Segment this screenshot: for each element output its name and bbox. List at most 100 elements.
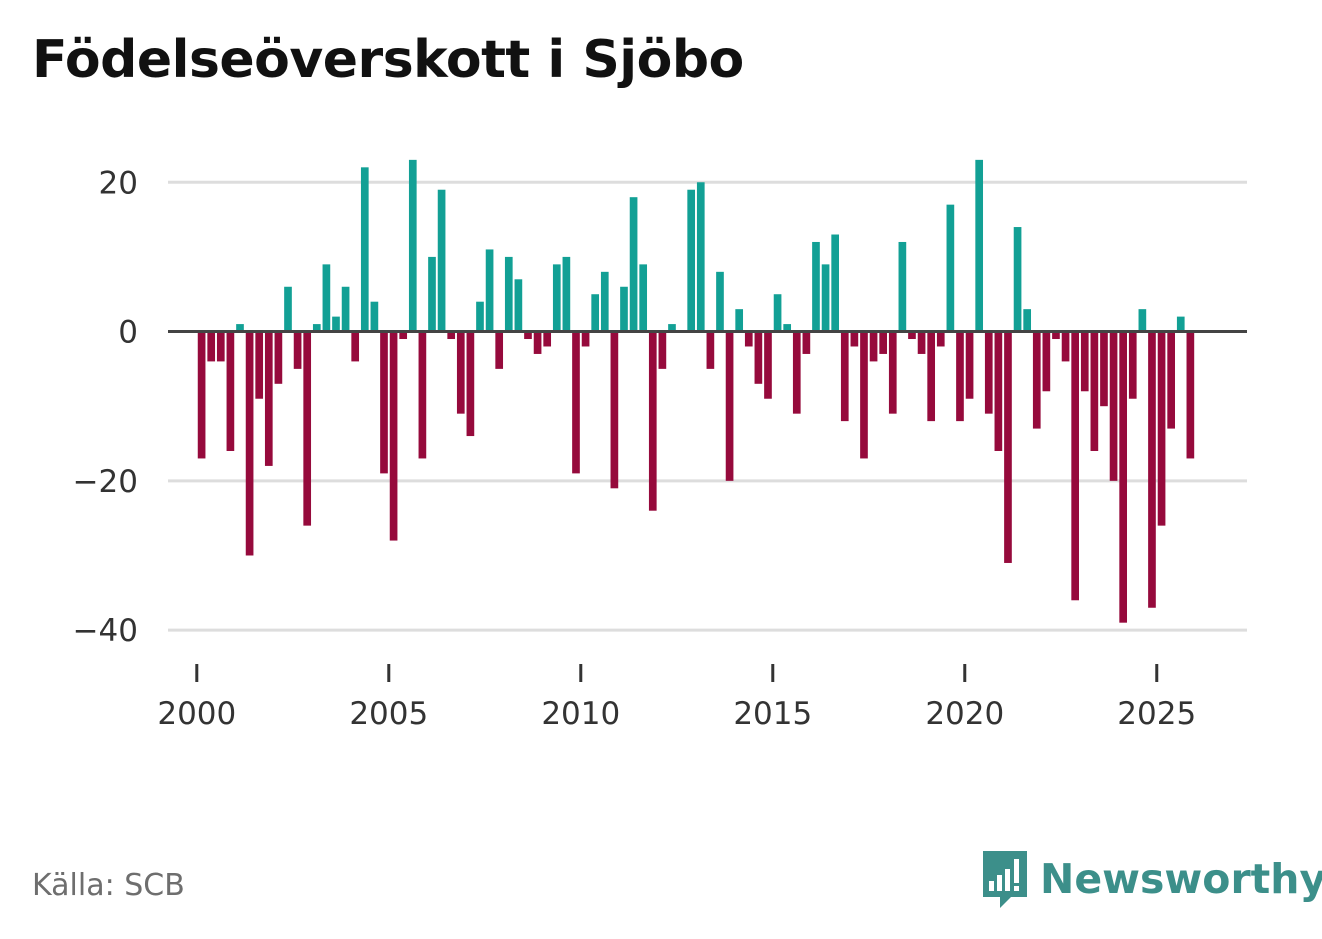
- axes: 20 0 −20 −40 2000 2005 2010 2015 2020 2025: [73, 165, 1247, 732]
- bar: [898, 241, 907, 332]
- bar: [226, 331, 235, 451]
- x-tick-label: 2010: [541, 696, 620, 732]
- bar: [812, 241, 820, 332]
- bar: [274, 331, 283, 384]
- bar: [533, 331, 542, 354]
- bar: [1032, 331, 1041, 429]
- bar: [581, 331, 590, 347]
- bar: [322, 264, 331, 332]
- bar: [408, 159, 417, 332]
- bar: [284, 286, 292, 332]
- bar: [1061, 331, 1070, 362]
- x-tick-label: 2005: [349, 696, 428, 732]
- bar: [936, 331, 945, 347]
- bar: [744, 331, 753, 347]
- bar: [207, 331, 216, 362]
- bar: [696, 182, 705, 332]
- bar: [668, 324, 676, 332]
- bar: [802, 331, 811, 354]
- bar: [1100, 331, 1108, 407]
- bar-series: [197, 159, 1195, 623]
- bar: [620, 286, 628, 332]
- bar: [1071, 331, 1080, 601]
- bar: [476, 301, 484, 332]
- x-tick-label: 2015: [733, 696, 812, 732]
- bar: [1042, 331, 1051, 392]
- bar: [524, 331, 532, 340]
- bar: [1080, 331, 1089, 392]
- bar: [485, 249, 494, 332]
- bar: [1109, 331, 1118, 481]
- bar: [860, 331, 868, 459]
- bar: [869, 331, 878, 362]
- bar: [1023, 309, 1032, 332]
- y-tick-label: 20: [99, 165, 138, 201]
- bar: [380, 331, 388, 474]
- source-note: Källa: SCB: [32, 868, 185, 903]
- bar: [428, 256, 436, 332]
- y-tick-label: 0: [118, 315, 138, 351]
- bar: [437, 189, 446, 332]
- bar: [773, 294, 782, 332]
- bar: [1052, 331, 1060, 340]
- bar: [648, 331, 657, 511]
- bar: [303, 331, 312, 526]
- bar: [1138, 309, 1147, 332]
- y-tick-label: −20: [73, 464, 138, 500]
- bar: [504, 256, 513, 332]
- bar: [917, 331, 926, 354]
- bar: [1090, 331, 1099, 451]
- x-tick-label: 2000: [157, 696, 236, 732]
- bar: [236, 324, 244, 332]
- bar: [456, 331, 465, 414]
- gridlines: [168, 180, 1247, 632]
- newsworthy-logo-icon: [983, 851, 1027, 908]
- bar: [658, 331, 667, 369]
- bar: [495, 331, 504, 369]
- bar: [831, 234, 840, 332]
- bar: [792, 331, 801, 414]
- chart-title: Födelseöverskott i Sjöbo: [32, 30, 744, 90]
- bar: [610, 331, 619, 489]
- bar: [1004, 331, 1012, 563]
- bar: [975, 159, 984, 332]
- bar: [965, 331, 974, 399]
- brand-logo[interactable]: Newsworthy: [980, 848, 1322, 910]
- bar: [312, 324, 321, 332]
- bar: [888, 331, 897, 414]
- bar: [764, 331, 772, 399]
- bar: [706, 331, 715, 369]
- bar: [879, 331, 888, 354]
- bar: [447, 331, 456, 340]
- bar: [716, 271, 724, 332]
- bar: [370, 301, 379, 332]
- bar: [245, 331, 254, 556]
- bar: [783, 324, 792, 332]
- bar: [754, 331, 763, 384]
- bar: [725, 331, 734, 481]
- bar: [255, 331, 264, 399]
- x-tick-label: 2025: [1117, 696, 1196, 732]
- bar: [629, 197, 638, 332]
- bar: [1128, 331, 1137, 399]
- bar: [341, 286, 350, 332]
- bar: [197, 331, 206, 459]
- bar: [1148, 331, 1156, 608]
- brand-name: Newsworthy: [1040, 855, 1322, 903]
- bar: [1013, 227, 1022, 332]
- bar: [466, 331, 475, 437]
- bar: [418, 331, 427, 459]
- bar: [994, 331, 1003, 451]
- bar: [927, 331, 936, 422]
- bar: [687, 189, 696, 332]
- bar: [1186, 331, 1195, 459]
- bar: [639, 264, 648, 332]
- bar: [514, 279, 523, 332]
- bar: [1176, 316, 1185, 332]
- bar: [572, 331, 580, 474]
- bar: [216, 331, 225, 362]
- bar: [543, 331, 552, 347]
- bar: [399, 331, 408, 340]
- bar: [332, 316, 340, 332]
